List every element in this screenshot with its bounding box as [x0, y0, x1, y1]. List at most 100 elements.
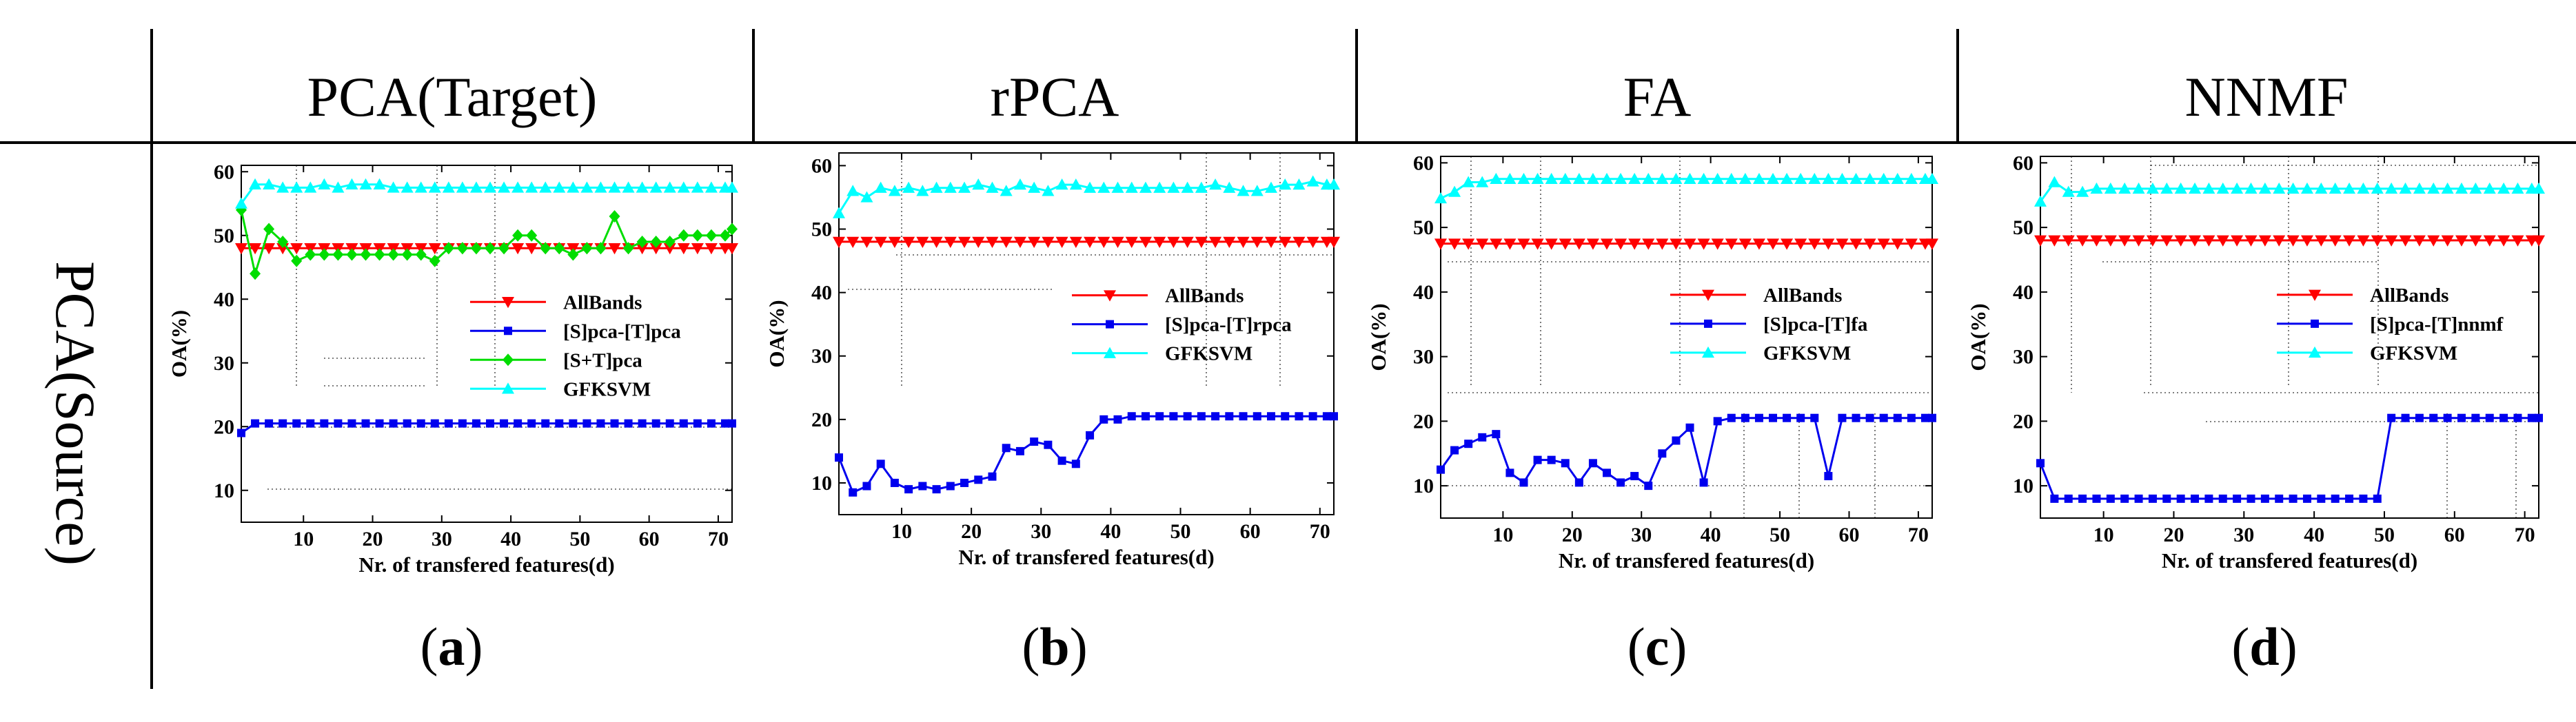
data-point — [2329, 235, 2342, 247]
data-point — [2300, 182, 2313, 194]
subcaption-c: (c) — [1627, 617, 1687, 677]
subcaption-letter: a — [438, 617, 465, 677]
data-point — [2533, 182, 2545, 194]
data-point — [389, 419, 398, 428]
data-point — [1517, 172, 1530, 185]
data-point — [318, 248, 330, 261]
data-point — [2233, 494, 2242, 503]
data-point — [2202, 235, 2215, 247]
data-point — [1893, 413, 1902, 422]
data-point — [2174, 182, 2187, 194]
data-point — [1794, 238, 1807, 250]
data-point — [2385, 235, 2398, 247]
data-point — [1169, 412, 1178, 421]
data-point — [2120, 494, 2129, 503]
series-gfksvm — [833, 175, 1340, 218]
data-point — [2371, 235, 2384, 247]
data-point — [498, 242, 510, 255]
data-point — [2286, 235, 2300, 247]
data-point — [1195, 181, 1208, 193]
data-point — [1330, 412, 1338, 421]
y-tick-label: 20 — [214, 415, 234, 438]
data-point — [860, 236, 873, 248]
column-header-fa: FA — [1623, 65, 1692, 128]
data-point — [636, 243, 649, 255]
data-point — [2160, 235, 2173, 247]
data-point — [608, 181, 621, 193]
data-point — [1476, 176, 1489, 187]
data-point — [525, 181, 538, 193]
data-point — [2078, 494, 2087, 503]
data-point — [1223, 181, 1236, 193]
data-point — [1683, 238, 1696, 250]
data-point — [1877, 172, 1890, 185]
data-point — [1586, 238, 1599, 250]
y-tick-label: 40 — [811, 282, 832, 305]
data-point — [2090, 182, 2103, 194]
x-axis-label: Nr. of transfered features(d) — [958, 545, 1214, 569]
data-point — [1264, 236, 1277, 248]
data-point — [2331, 494, 2340, 503]
legend: AllBands [S]pca-[T]fa GFKSVM — [1670, 285, 1868, 364]
data-point — [2275, 494, 2284, 503]
data-point — [1448, 238, 1461, 250]
data-point — [1642, 172, 1655, 185]
row-header-pca-source: PCA(Source) — [44, 261, 107, 566]
subcaption-d: (d) — [2231, 617, 2297, 677]
data-point — [663, 243, 676, 255]
data-point — [527, 419, 536, 428]
data-point — [2469, 235, 2482, 247]
data-point — [651, 419, 660, 428]
data-point — [1752, 238, 1765, 250]
data-point — [2315, 235, 2328, 247]
data-point — [403, 419, 412, 428]
data-point — [306, 419, 315, 428]
data-point — [361, 419, 370, 428]
data-point — [1907, 413, 1916, 422]
data-point — [974, 475, 983, 484]
data-point — [1794, 172, 1807, 185]
data-point — [2062, 235, 2075, 247]
series-allbands — [2034, 235, 2545, 247]
legend-label: [S]pca-[T]pca — [563, 320, 681, 342]
data-point — [1209, 178, 1222, 190]
data-point — [986, 181, 999, 193]
data-point — [2483, 182, 2496, 194]
data-point — [608, 243, 621, 255]
data-point — [1603, 468, 1612, 477]
data-point — [2385, 182, 2398, 194]
data-point — [663, 181, 676, 193]
data-point — [485, 242, 496, 255]
series-gfksvm — [1434, 172, 1938, 204]
data-point — [2231, 235, 2244, 247]
legend: AllBands [S]pca-[T]nnmf GFKSVM — [2277, 285, 2504, 364]
data-point — [677, 181, 690, 193]
data-point — [2429, 413, 2438, 422]
x-tick-label: 60 — [1838, 524, 1859, 546]
data-point — [691, 229, 703, 242]
series-allbands — [833, 236, 1340, 248]
series-allbands — [1434, 238, 1938, 250]
data-point — [1849, 238, 1863, 250]
data-point — [638, 419, 647, 428]
data-point — [2317, 494, 2326, 503]
y-tick-label: 20 — [2013, 410, 2034, 433]
data-point — [1279, 178, 1292, 190]
data-point — [2260, 494, 2269, 503]
x-axis-label: Nr. of transfered features(d) — [2162, 548, 2417, 573]
y-tick-label: 50 — [2013, 216, 2034, 239]
data-point — [1752, 172, 1765, 185]
data-point — [876, 460, 885, 468]
subcaption-close-paren: ) — [1070, 617, 1088, 677]
data-point — [1533, 455, 1542, 464]
y-tick-label: 60 — [811, 154, 832, 177]
data-point — [1084, 181, 1097, 193]
data-point — [1069, 178, 1082, 190]
data-point — [664, 236, 676, 248]
y-axis-label: OA(%) — [1966, 303, 1990, 371]
data-point — [2535, 413, 2543, 422]
data-point — [888, 185, 901, 196]
data-point — [318, 178, 331, 189]
data-point — [677, 243, 690, 255]
data-point — [2132, 235, 2145, 247]
